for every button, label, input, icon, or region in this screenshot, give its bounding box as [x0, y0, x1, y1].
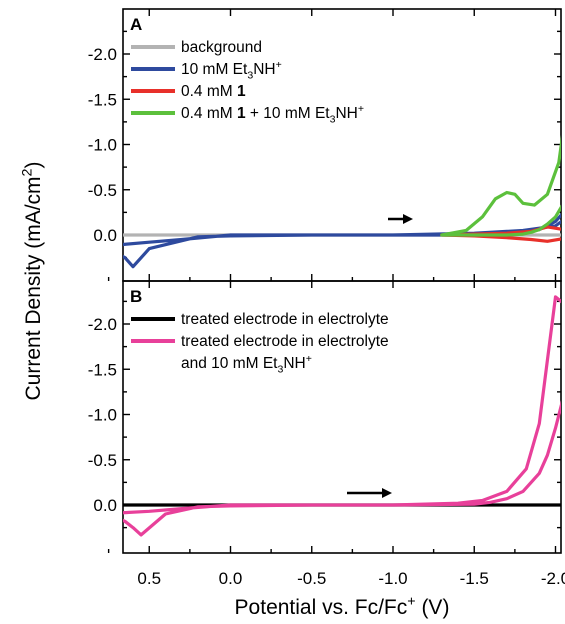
y-tick-label: -1.5	[88, 90, 117, 109]
x-tick-label: -2.0	[541, 569, 565, 588]
y-tick-label: -1.0	[88, 406, 117, 425]
y-tick-label: -2.0	[88, 45, 117, 64]
series-line-0-3	[440, 134, 561, 237]
x-tick-label: 0.5	[137, 569, 161, 588]
x-tick-label: 0.0	[219, 569, 243, 588]
panel-label: A	[130, 15, 142, 34]
series-line-0-1	[123, 212, 561, 269]
y-tick-label: -0.5	[88, 181, 117, 200]
x-tick-label: -1.0	[378, 569, 407, 588]
legend-entry: 0.4 mM 1 + 10 mM Et3NH+​	[181, 103, 364, 126]
legend-entry: 0.4 mM 1	[181, 83, 246, 100]
legend-entry: background	[181, 39, 262, 56]
y-tick-label: 0.0	[93, 226, 117, 245]
legend-entry: treated electrode in electrolyte	[181, 311, 389, 328]
y-axis-title: Current Density (mA/cm2)	[20, 162, 45, 401]
x-axis-title: Potential vs. Fc/Fc+ (V)	[235, 594, 450, 619]
y-tick-label: -1.5	[88, 360, 117, 379]
panel-b: 0.0 -0.5 -1.0 -1.5 -2.0 0.5 0.0 -0.5 -1.0 -1.5 -2.…	[88, 280, 565, 588]
series-line-1-1	[123, 295, 561, 537]
y-tick-label: -1.0	[88, 136, 117, 155]
x-tick-label: -0.5	[297, 569, 326, 588]
legend-entry: and 10 mM Et3NH+​	[181, 353, 312, 376]
sweep-direction-arrow	[388, 214, 413, 224]
legend-entry: 10 mM Et3NH+​	[181, 59, 282, 82]
series-line-0-2	[440, 225, 561, 243]
plot-frame	[122, 280, 562, 554]
y-tick-label: -0.5	[88, 451, 117, 470]
y-tick-label: 0.0	[93, 496, 117, 515]
y-tick-label: -2.0	[88, 315, 117, 334]
panel-label: B	[130, 287, 142, 306]
x-tick-label: -1.5	[460, 569, 489, 588]
sweep-direction-arrow	[347, 488, 392, 498]
legend-entry: treated electrode in electrolyte	[181, 333, 389, 350]
axis-titles: Potential vs. Fc/Fc+ (V) Current Density …	[20, 162, 450, 619]
